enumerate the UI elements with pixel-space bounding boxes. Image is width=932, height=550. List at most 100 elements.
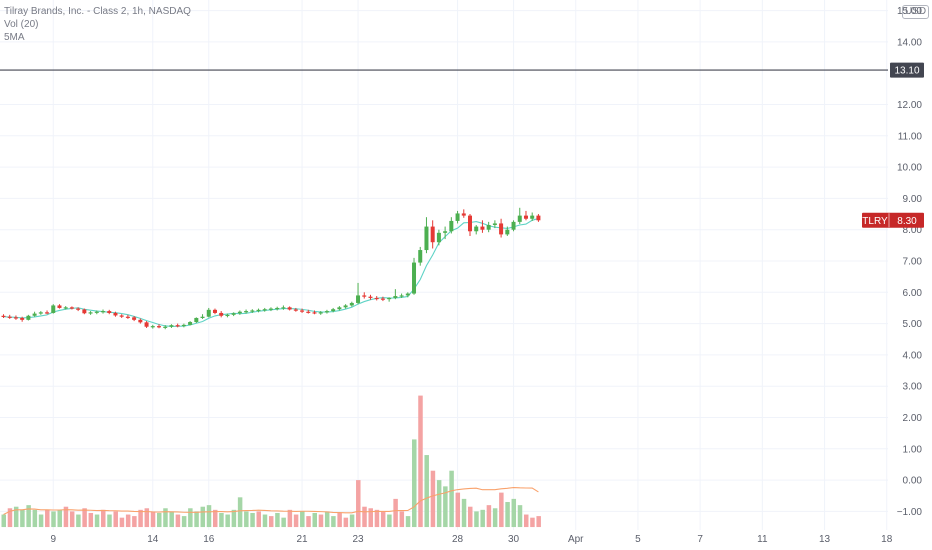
time-tick-label: 28 [452, 534, 464, 545]
volume-bar [349, 514, 355, 528]
volume-bar [499, 492, 504, 528]
candle [206, 307, 211, 318]
volume-bar [331, 516, 336, 528]
candle [256, 308, 261, 313]
candle [393, 289, 398, 300]
candle-body [26, 315, 31, 320]
volume-bar [250, 512, 255, 528]
candle-body [150, 326, 155, 328]
candle [349, 301, 354, 307]
candle-body [530, 215, 535, 219]
price-tick-label: −1.00 [897, 507, 923, 518]
candle-body [244, 311, 249, 313]
volume-bar [281, 517, 286, 528]
grid [0, 0, 888, 530]
candle-body [38, 312, 43, 314]
time-tick-label: 14 [147, 534, 159, 545]
currency-label[interactable]: USD [902, 5, 930, 19]
time-tick-label: 30 [508, 534, 520, 545]
volume-bar [424, 455, 429, 528]
price-tick-label: 4.00 [903, 350, 923, 361]
time-axis[interactable]: 9 14 16 21 23 28 30 Apr 5 7 11 13 18 [50, 534, 892, 545]
candle [200, 314, 205, 319]
candle-body [132, 317, 137, 320]
candle [26, 314, 31, 321]
volume-bar [244, 511, 249, 528]
candle-body [362, 295, 367, 297]
candle [337, 306, 342, 311]
candle [399, 293, 404, 298]
candle [300, 308, 305, 313]
price-axis[interactable]: 15.00 14.00 12.00 11.00 10.00 9.00 8.00 7.00 6.0… [897, 6, 923, 518]
candle-body [206, 309, 211, 317]
candle-body [51, 305, 56, 313]
volume-bar [530, 517, 535, 528]
volume-bar [188, 508, 193, 528]
candle-body [262, 309, 267, 311]
price-tick-label: 1.00 [903, 444, 923, 455]
candle-body [237, 311, 242, 314]
candle-body [57, 305, 62, 308]
price-tick-label: 10.00 [897, 163, 922, 174]
candle-body [474, 226, 479, 232]
volume-bar [150, 511, 156, 528]
candle-body [293, 309, 298, 311]
candle [523, 210, 528, 221]
hline-price-tag [890, 62, 924, 78]
candle-body [424, 226, 429, 251]
volume-bar [132, 516, 137, 528]
candle-body [449, 220, 454, 232]
candle [268, 307, 273, 312]
volume-indicator-label[interactable]: Vol (20) [4, 19, 39, 30]
time-tick-label: 5 [635, 534, 641, 545]
candle [57, 304, 62, 309]
symbol-title[interactable]: Tilray Brands, Inc. - Class 2, 1h, NASDA… [4, 6, 191, 17]
volume-bar [393, 498, 398, 528]
candle-body [418, 250, 423, 263]
volume-bars [1, 395, 541, 528]
price-tick-label: 5.00 [903, 319, 923, 330]
time-tick-label: 16 [203, 534, 215, 545]
candle-body [287, 307, 292, 310]
candle [119, 314, 124, 318]
volume-bar [324, 511, 330, 528]
candle-body [499, 223, 504, 235]
candle-body [144, 322, 149, 327]
hline-price-tag-label: 13.10 [894, 66, 919, 77]
last-price-value: 8.30 [897, 216, 917, 227]
volume-bar [94, 514, 100, 528]
candle [20, 316, 25, 322]
candle [436, 229, 441, 246]
candle-body [374, 297, 379, 300]
candle [132, 316, 137, 322]
volume-bar [436, 480, 442, 528]
volume-bar [268, 516, 274, 528]
volume-bar [206, 505, 212, 528]
candle-body [306, 311, 311, 313]
candle-body [45, 312, 50, 314]
volume-bar [455, 492, 461, 528]
volume-bar [175, 514, 181, 528]
candle [169, 324, 174, 328]
volume-bar [231, 509, 237, 528]
candle-body [312, 312, 317, 314]
time-tick-label: 9 [50, 534, 56, 545]
candle [281, 305, 286, 310]
candle [318, 311, 323, 315]
candle [212, 308, 217, 315]
volume-bar [418, 395, 423, 528]
candle [69, 306, 74, 310]
candle-body [88, 312, 93, 314]
candle-body [225, 314, 230, 317]
candle [51, 304, 56, 314]
candle [530, 212, 535, 221]
candle-body [281, 307, 286, 309]
candle [244, 309, 249, 314]
candle [175, 323, 180, 328]
candle-body [349, 302, 354, 306]
ma-indicator-label[interactable]: 5MA [4, 32, 25, 43]
volume-bar [306, 516, 311, 528]
candle-body [412, 262, 417, 294]
candle-body [94, 311, 99, 313]
